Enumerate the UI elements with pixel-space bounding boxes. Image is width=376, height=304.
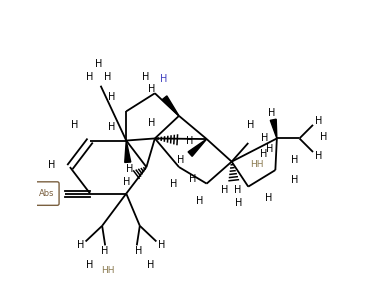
Text: H: H: [158, 240, 165, 250]
Text: H: H: [135, 247, 142, 256]
Text: H: H: [71, 120, 79, 130]
FancyBboxPatch shape: [35, 182, 59, 205]
Text: H: H: [266, 144, 274, 154]
Text: H: H: [47, 160, 55, 170]
Text: H: H: [147, 260, 154, 270]
Text: H: H: [291, 175, 299, 185]
Text: H: H: [148, 118, 156, 128]
Text: H: H: [261, 133, 268, 143]
Text: H: H: [189, 174, 196, 184]
Polygon shape: [188, 139, 207, 156]
Text: Abs: Abs: [39, 189, 55, 198]
Text: H: H: [320, 132, 328, 142]
Text: H: H: [170, 179, 177, 188]
Text: H: H: [160, 74, 167, 84]
Text: H: H: [291, 155, 299, 165]
Text: H: H: [148, 84, 156, 94]
Text: H: H: [77, 240, 84, 250]
Text: H: H: [126, 164, 133, 174]
Text: H: H: [260, 149, 268, 158]
Text: H: H: [265, 193, 273, 203]
Polygon shape: [162, 96, 179, 116]
Text: H: H: [196, 196, 204, 206]
Text: H: H: [247, 120, 254, 130]
Text: H: H: [177, 155, 185, 165]
Text: H: H: [86, 72, 94, 82]
Text: H: H: [221, 185, 229, 195]
Text: H: H: [123, 177, 130, 187]
Text: HH: HH: [250, 160, 263, 169]
Text: H: H: [234, 185, 241, 195]
Polygon shape: [125, 140, 131, 162]
Text: H: H: [235, 198, 242, 208]
Text: H: H: [101, 247, 108, 256]
Text: H: H: [86, 260, 94, 270]
Text: H: H: [108, 92, 115, 102]
Text: HH: HH: [101, 266, 114, 275]
Polygon shape: [270, 119, 277, 138]
Text: H: H: [315, 116, 323, 126]
Text: H: H: [315, 151, 323, 161]
Text: H: H: [142, 72, 150, 82]
Text: H: H: [186, 136, 193, 147]
Text: H: H: [108, 122, 115, 132]
Text: H: H: [96, 59, 103, 69]
Text: H: H: [268, 108, 275, 118]
Text: H: H: [105, 72, 112, 82]
